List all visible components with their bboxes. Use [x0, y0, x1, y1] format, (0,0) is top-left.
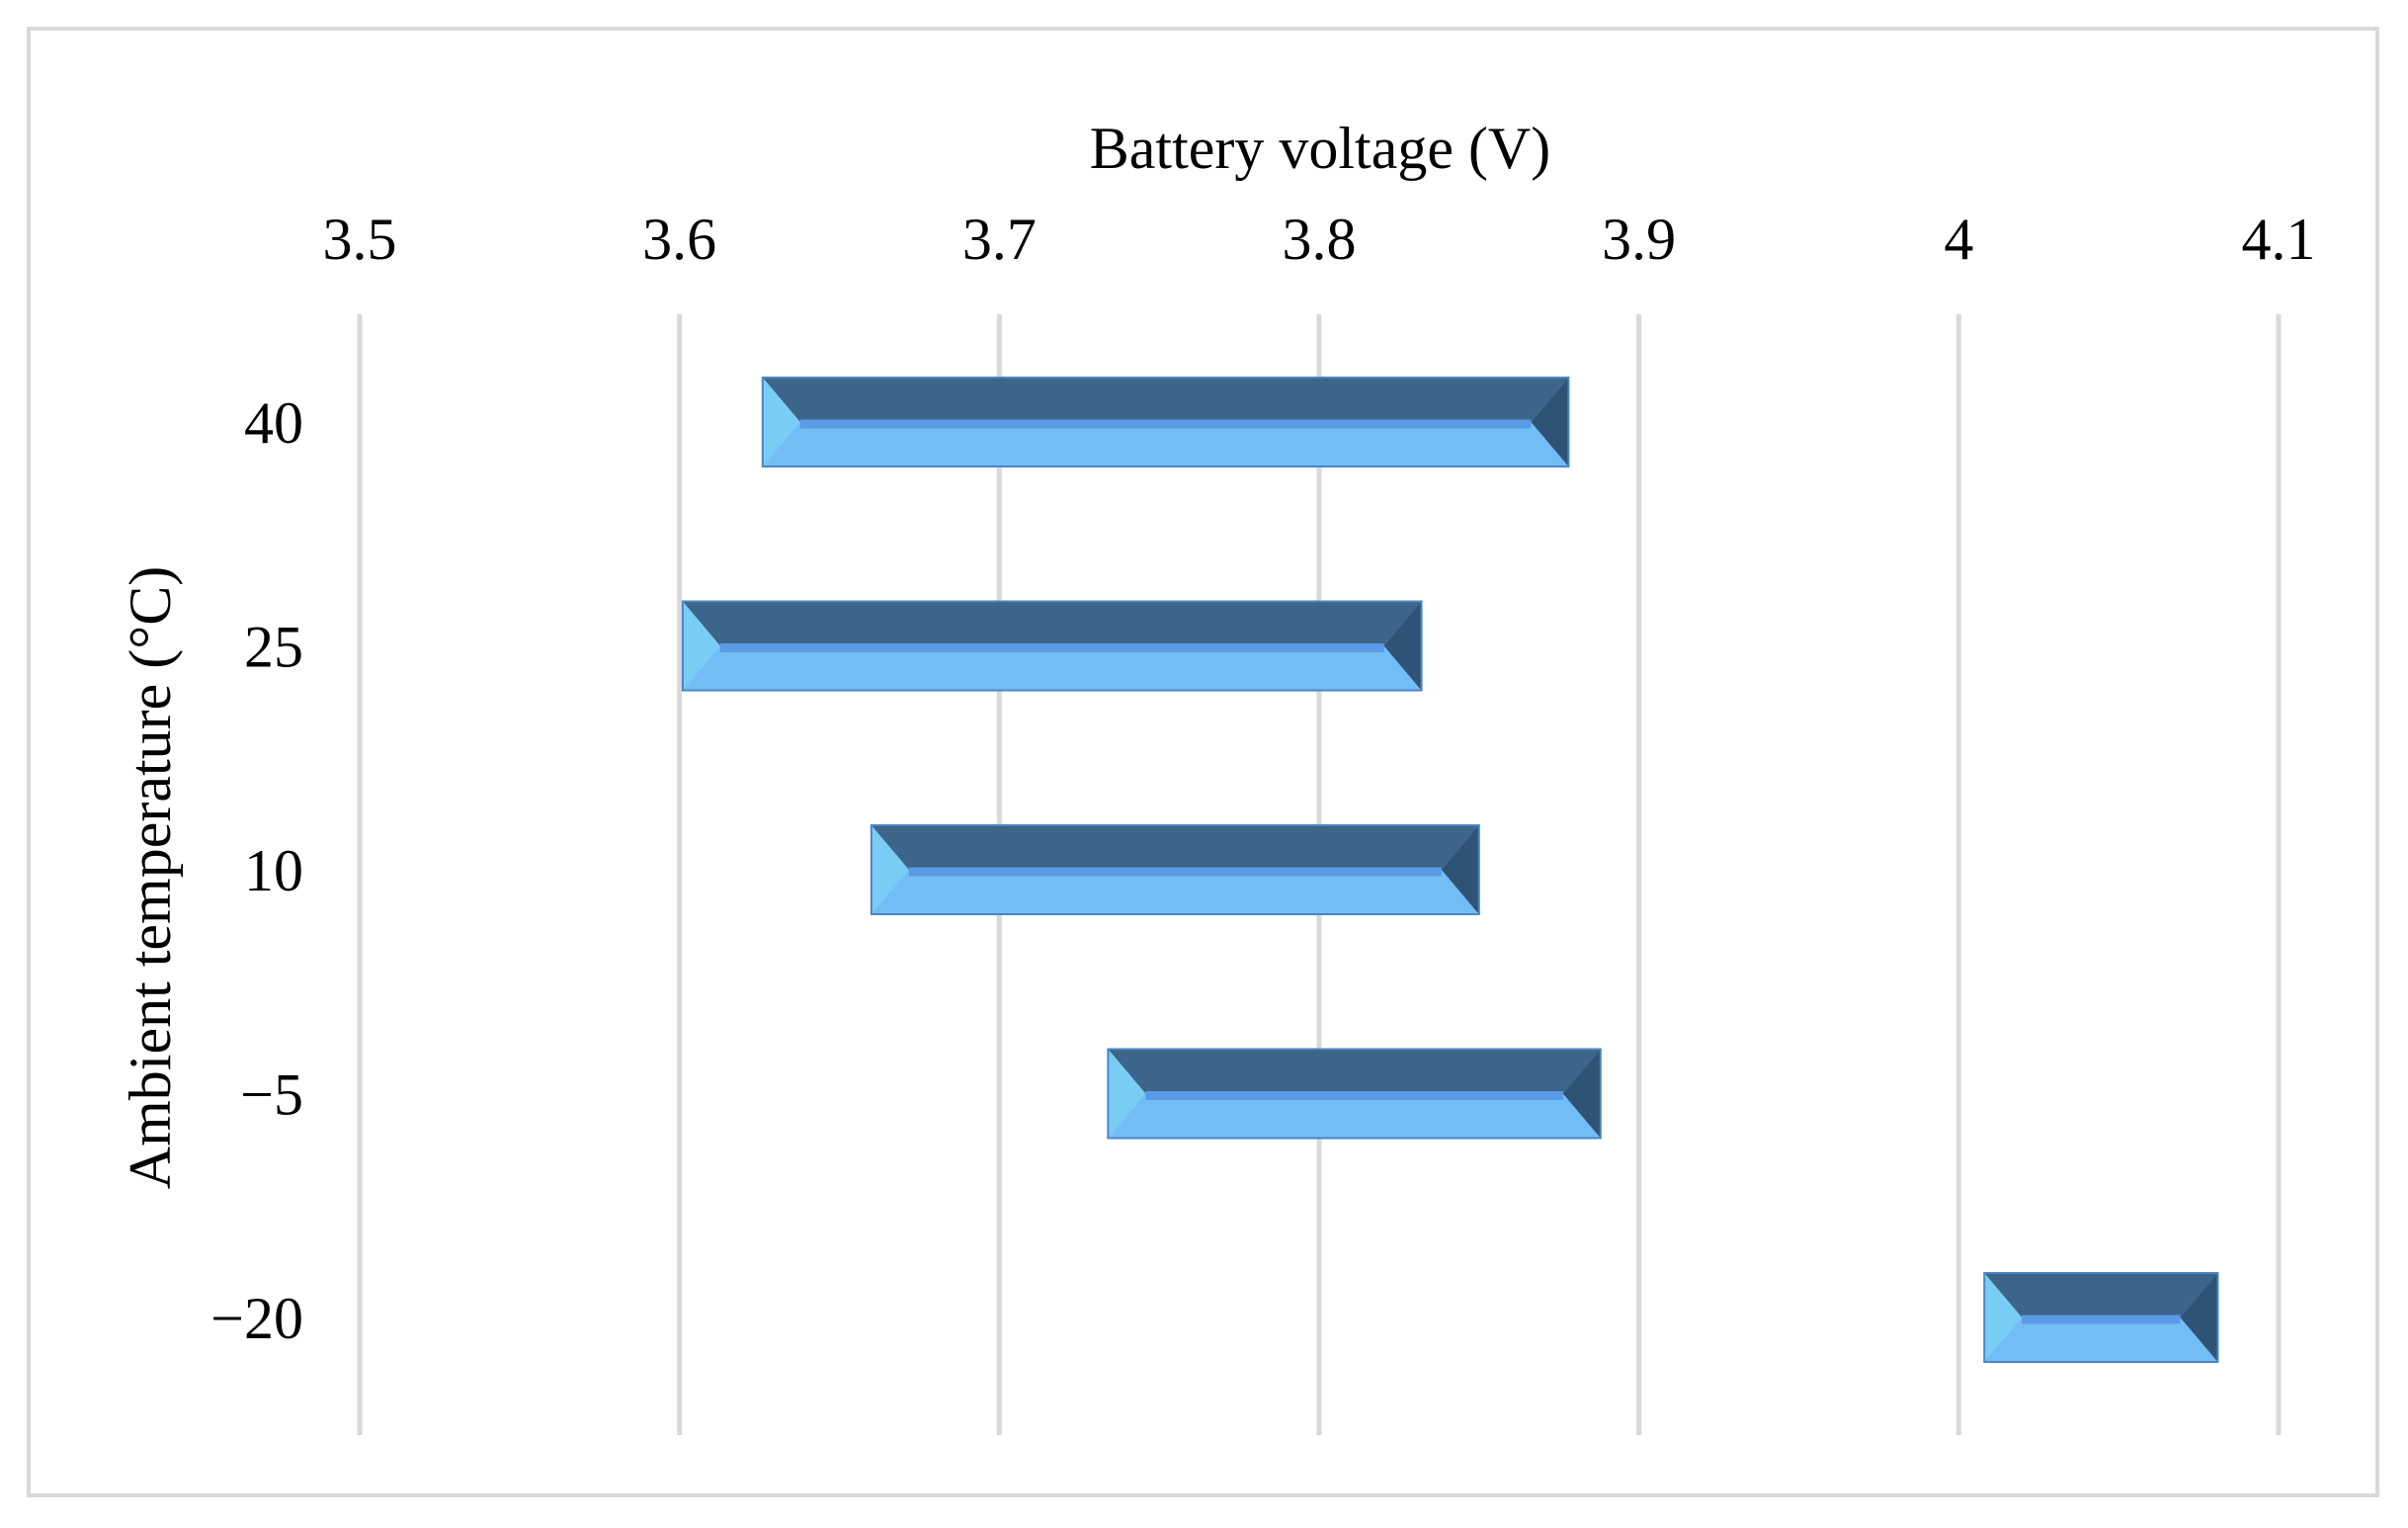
bar-left-bevel — [1984, 1273, 2023, 1362]
y-tick-label: −5 — [240, 1062, 303, 1128]
range-bar — [761, 377, 1570, 467]
range-bar — [870, 824, 1480, 915]
bar-outline — [1107, 1048, 1602, 1140]
x-tick-label: 4.1 — [2242, 207, 2316, 272]
x-tick-label: 3.6 — [642, 207, 716, 272]
bar-top-face — [762, 378, 1569, 422]
range-bar — [1107, 1048, 1602, 1140]
bar-mid-line — [799, 419, 1532, 429]
x-axis-title: Battery voltage (V) — [1090, 116, 1551, 181]
y-tick-label: 40 — [244, 390, 303, 456]
range-bar — [681, 600, 1423, 692]
y-axis-title: Ambient temperature (°C) — [118, 566, 183, 1189]
bar-right-bevel — [1383, 601, 1422, 691]
bar-outline — [681, 600, 1423, 692]
bar-top-face — [871, 825, 1479, 870]
bar-outline — [870, 824, 1480, 915]
bar-left-bevel — [871, 825, 909, 914]
bar-right-bevel — [1441, 825, 1479, 914]
bar-outline — [761, 377, 1570, 467]
y-tick-label: −20 — [210, 1286, 303, 1351]
bar-outline — [1983, 1272, 2219, 1363]
range-bar — [1983, 1272, 2219, 1363]
bar-top-face — [1108, 1049, 1601, 1094]
bar-mid-line — [908, 867, 1442, 877]
y-tick-label: 25 — [244, 615, 303, 680]
y-tick-labels: 40 25 10 −5 −20 — [210, 390, 303, 1351]
bar-right-bevel — [1531, 378, 1569, 467]
x-tick-label: 3.5 — [323, 207, 397, 272]
bars — [681, 377, 2219, 1363]
x-tick-labels: 3.5 3.6 3.7 3.8 3.9 4 4.1 — [323, 207, 2316, 272]
y-tick-label: 10 — [244, 838, 303, 903]
bar-right-bevel — [2180, 1273, 2218, 1362]
gridlines — [357, 314, 2282, 1435]
x-tick-label: 4 — [1944, 207, 1973, 272]
bar-mid-line — [2022, 1315, 2181, 1324]
x-tick-label: 3.9 — [1602, 207, 1676, 272]
bar-top-face — [1984, 1273, 2218, 1317]
bar-left-bevel — [1108, 1049, 1146, 1139]
bar-left-bevel — [762, 378, 800, 467]
bar-left-bevel — [682, 601, 720, 691]
bar-mid-line — [719, 643, 1384, 652]
bar-right-bevel — [1562, 1049, 1601, 1139]
chart-frame — [27, 27, 2379, 1497]
x-tick-label: 3.8 — [1283, 207, 1357, 272]
bar-mid-line — [1145, 1091, 1563, 1100]
bar-top-face — [682, 601, 1422, 646]
x-tick-label: 3.7 — [962, 207, 1037, 272]
